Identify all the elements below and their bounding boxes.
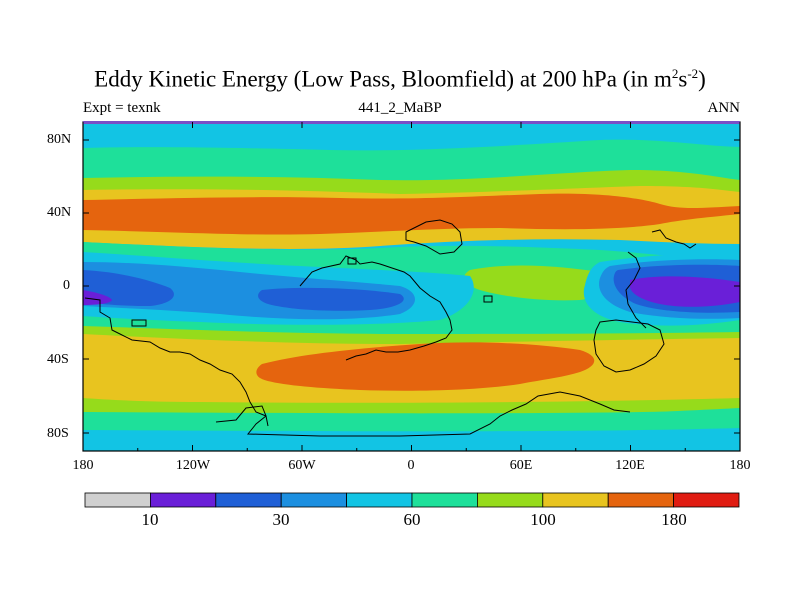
north-jet-band (83, 193, 740, 235)
coast-pacific-isles (625, 251, 647, 329)
coast-small-island-1 (131, 319, 147, 327)
y-tick-label: 80N (47, 132, 72, 147)
map-title: Eddy Kinetic Energy (Low Pass, Bloomfiel… (94, 66, 706, 92)
x-tick-label: 180 (729, 458, 751, 473)
coast-asia (405, 219, 463, 255)
colorbar-label: 10 (141, 510, 159, 529)
colorbar-swatch (84, 492, 151, 508)
colorbar (84, 492, 740, 508)
y-tick-label: 40N (47, 205, 72, 220)
x-tick-label: 180 (72, 458, 94, 473)
colorbar-swatch (673, 492, 740, 508)
colorbar-swatch (346, 492, 413, 508)
central-deep-blue (258, 287, 404, 311)
west-purple-core (83, 290, 112, 305)
colorbar-label: 100 (530, 510, 556, 529)
colorbar-swatch (607, 492, 675, 508)
season-label: ANN (707, 100, 741, 116)
axis-ticks (82, 122, 741, 451)
colorbar-label: 180 (661, 510, 687, 529)
x-tick-label: 120W (175, 458, 211, 473)
coast-east-asia (651, 229, 697, 249)
colorbar-swatch (215, 492, 282, 508)
x-tick-label: 60E (509, 458, 533, 473)
coast-small-island-2 (347, 257, 357, 265)
colorbar-swatch (542, 492, 609, 508)
colorbar-swatch (280, 492, 348, 508)
contour-field (83, 122, 740, 451)
colorbar-label: 60 (403, 510, 421, 529)
coast-small-island-3 (483, 295, 493, 303)
y-tick-label: 40S (47, 352, 69, 367)
case-label: 441_2_MaBP (358, 100, 442, 116)
south-polar-teal (83, 408, 740, 432)
east-purple-core (629, 276, 740, 307)
y-tick-label: 80S (47, 426, 69, 441)
x-tick-label: 60W (288, 458, 316, 473)
colorbar-swatch (149, 492, 217, 508)
tropical-green-patch (464, 265, 611, 301)
y-tick-label: 0 (63, 278, 70, 293)
colorbar-swatch (411, 492, 478, 508)
experiment-label: Expt = texnk (83, 100, 161, 116)
coast-south-america (84, 297, 269, 427)
coast-australia (593, 319, 665, 373)
x-tick-label: 0 (407, 458, 415, 473)
colorbar-label: 30 (272, 510, 290, 529)
south-jet-band (256, 342, 595, 391)
x-tick-label: 120E (615, 458, 645, 473)
coast-antarctica (215, 391, 631, 437)
colorbar-swatch (476, 492, 544, 508)
coastlines (84, 219, 697, 437)
